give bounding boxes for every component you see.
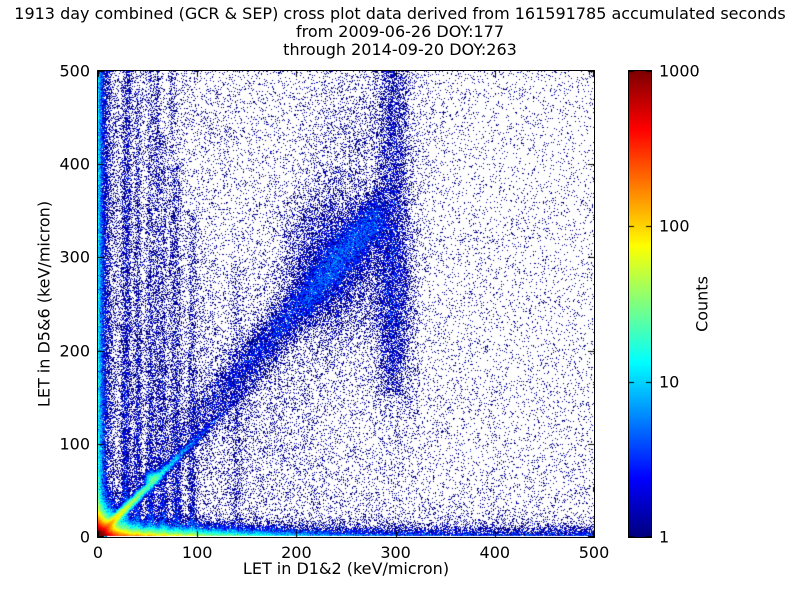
y-tick-label: 300: [59, 247, 90, 267]
colorbar-tick-label: 100: [659, 216, 690, 236]
figure-title-line1: 1913 day combined (GCR & SEP) cross plot…: [14, 4, 786, 23]
colorbar-tick-label: 10: [659, 372, 680, 392]
y-tick-label: 100: [59, 434, 90, 454]
y-tick-label: 200: [59, 341, 90, 361]
colorbar-canvas: [629, 71, 651, 537]
x-tick-label: 400: [479, 543, 511, 562]
colorbar-label: Counts: [692, 276, 712, 332]
plot-canvas: [98, 71, 594, 537]
x-tick-label: 500: [578, 543, 610, 562]
x-tick-label: 300: [380, 543, 411, 562]
x-axis-label: LET in D1&2 (keV/micron): [242, 559, 450, 578]
y-axis-label: LET in D5&6 (keV/micron): [34, 200, 54, 408]
y-tick-label: 400: [59, 154, 90, 174]
figure-title-line3: through 2014-09-20 DOY:263: [283, 40, 517, 59]
colorbar-tick-label: 1000: [659, 61, 700, 81]
colorbar: [628, 70, 652, 538]
x-tick-label: 200: [281, 543, 312, 562]
x-tick-label: 0: [92, 543, 104, 562]
colorbar-tick-label: 1: [659, 527, 670, 547]
y-tick-label: 500: [59, 61, 90, 81]
x-tick-label: 100: [181, 543, 213, 562]
plot-area: [97, 70, 595, 538]
figure-title-line2: from 2009-06-26 DOY:177: [295, 22, 504, 41]
y-tick-label: 0: [79, 527, 90, 547]
